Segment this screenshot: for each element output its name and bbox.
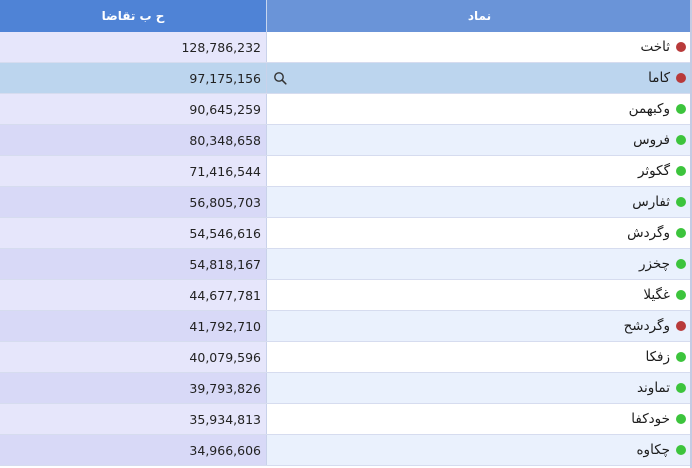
demand-value-cell: 90,645,259 [0, 94, 266, 124]
status-dot-green-icon [676, 383, 686, 393]
status-dot-green-icon [676, 104, 686, 114]
symbol-cell[interactable]: چکاوه [266, 435, 692, 465]
symbol-wrapper: زفکا [645, 349, 686, 365]
demand-value-cell: 54,818,167 [0, 249, 266, 279]
symbol-cell[interactable]: غگیلا [266, 280, 692, 310]
symbol-wrapper: غگیلا [643, 287, 686, 303]
symbol-cell[interactable]: زفکا [266, 342, 692, 372]
status-dot-green-icon [676, 445, 686, 455]
symbol-label: تماوند [636, 380, 670, 396]
demand-value-cell: 41,792,710 [0, 311, 266, 341]
demand-value-cell: 56,805,703 [0, 187, 266, 217]
symbol-wrapper: ثفارس [632, 194, 686, 210]
symbol-wrapper: ثاخت [641, 39, 686, 55]
table-row[interactable]: 71,416,544 گکوثر [0, 156, 692, 187]
symbol-wrapper: چکاوه [636, 442, 686, 458]
symbol-label: چکاوه [636, 442, 670, 458]
symbol-wrapper: گکوثر [638, 163, 686, 179]
symbol-cell[interactable]: وگردشح [266, 311, 692, 341]
demand-value-cell: 40,079,596 [0, 342, 266, 372]
table-row[interactable]: 35,934,813 خودکفا [0, 404, 692, 435]
symbol-label: غگیلا [643, 287, 670, 303]
symbol-label: چخزر [638, 256, 670, 272]
demand-value-cell: 35,934,813 [0, 404, 266, 434]
demand-value-cell: 80,348,658 [0, 125, 266, 155]
symbol-cell[interactable]: فروس [266, 125, 692, 155]
symbol-cell[interactable]: چخزر [266, 249, 692, 279]
table-row[interactable]: 97,175,156 کاما [0, 63, 692, 94]
symbol-cell[interactable]: ثفارس [266, 187, 692, 217]
symbol-wrapper: وکبهمن [629, 101, 686, 117]
demand-value-cell: 97,175,156 [0, 63, 266, 93]
symbol-wrapper: تماوند [637, 380, 686, 396]
symbol-label: خودکفا [631, 411, 670, 427]
status-dot-green-icon [676, 414, 686, 424]
table-right-border [690, 0, 692, 468]
status-dot-green-icon [676, 290, 686, 300]
status-dot-green-icon [676, 352, 686, 362]
table-row[interactable]: 41,792,710 وگردشح [0, 311, 692, 342]
status-dot-red-icon [676, 321, 686, 331]
symbol-cell[interactable]: وکبهمن [266, 94, 692, 124]
demand-value-cell: 44,677,781 [0, 280, 266, 310]
symbol-cell[interactable]: خودکفا [266, 404, 692, 434]
demand-value-cell: 71,416,544 [0, 156, 266, 186]
symbol-cell[interactable]: کاما [266, 63, 692, 93]
symbol-wrapper: چخزر [639, 256, 686, 272]
symbol-label: وگردشح [623, 318, 670, 334]
table-row[interactable]: 54,818,167 چخزر [0, 249, 692, 280]
table-row[interactable]: 44,677,781 غگیلا [0, 280, 692, 311]
search-icon[interactable] [273, 71, 287, 85]
symbol-wrapper: خودکفا [631, 411, 686, 427]
table-row[interactable]: 90,645,259 وکبهمن [0, 94, 692, 125]
table-row[interactable]: 54,546,616 وگردش [0, 218, 692, 249]
symbol-label: فروس [633, 132, 670, 148]
demand-value-cell: 34,966,606 [0, 435, 266, 465]
table-header: ح ب تقاضا نماد [0, 0, 692, 32]
symbol-wrapper: وگردشح [624, 318, 686, 334]
symbol-label: ثفارس [632, 194, 670, 210]
symbol-cell[interactable]: تماوند [266, 373, 692, 403]
demand-value-cell: 128,786,232 [0, 32, 266, 62]
column-header-demand-value[interactable]: ح ب تقاضا [0, 0, 266, 32]
symbol-label: وکبهمن [628, 101, 670, 117]
status-dot-green-icon [676, 166, 686, 176]
symbol-label: وگردش [627, 225, 670, 241]
symbol-wrapper: وگردش [627, 225, 686, 241]
symbol-wrapper: کاما [648, 70, 686, 86]
symbol-cell[interactable]: گکوثر [266, 156, 692, 186]
symbol-wrapper: فروس [633, 132, 686, 148]
status-dot-red-icon [676, 73, 686, 83]
symbol-label: ثاخت [640, 39, 670, 55]
status-dot-green-icon [676, 259, 686, 269]
table-row[interactable]: 128,786,232 ثاخت [0, 32, 692, 63]
demand-value-cell: 39,793,826 [0, 373, 266, 403]
symbol-label: کاما [648, 70, 670, 86]
status-dot-green-icon [676, 135, 686, 145]
status-dot-red-icon [676, 42, 686, 52]
symbol-cell[interactable]: ثاخت [266, 32, 692, 62]
symbol-label: گکوثر [637, 163, 670, 179]
table-row[interactable]: 39,793,826 تماوند [0, 373, 692, 404]
table-row[interactable]: 56,805,703 ثفارس [0, 187, 692, 218]
table-body: 128,786,232 ثاخت 97,175,156 کاما 90,645,259 و… [0, 32, 692, 468]
table-row[interactable]: 40,079,596 زفکا [0, 342, 692, 373]
symbol-cell[interactable]: وگردش [266, 218, 692, 248]
table-row[interactable]: 80,348,658 فروس [0, 125, 692, 156]
status-dot-green-icon [676, 228, 686, 238]
column-header-symbol[interactable]: نماد [266, 0, 692, 32]
status-dot-green-icon [676, 197, 686, 207]
symbol-label: زفکا [645, 349, 670, 365]
demand-value-cell: 54,546,616 [0, 218, 266, 248]
table-row[interactable]: 34,966,606 چکاوه [0, 435, 692, 466]
